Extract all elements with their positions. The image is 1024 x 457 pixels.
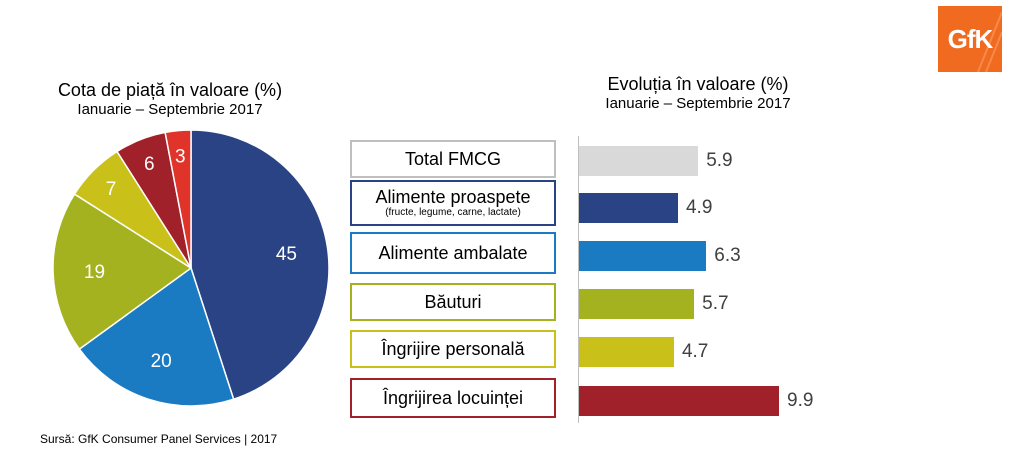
category-box-3: Băuturi bbox=[350, 283, 556, 321]
source-note: Sursă: GfK Consumer Panel Services | 201… bbox=[40, 432, 278, 446]
pie-slice-1 bbox=[78, 266, 235, 407]
bar-value-label-4: 4.7 bbox=[681, 341, 709, 362]
pie-chart: 45 20 19 7 6 3 bbox=[52, 129, 330, 407]
category-box-5: Îngrijirea locuinței bbox=[350, 378, 556, 418]
category-label-4: Îngrijire personală bbox=[381, 339, 525, 359]
category-box-0: Total FMCG bbox=[350, 140, 556, 178]
pie-title-line2: Ianuarie – Septembrie 2017 bbox=[77, 101, 263, 118]
gfk-logo: GfK bbox=[938, 6, 1002, 72]
bar-4 bbox=[579, 337, 674, 367]
bar-title-line1: Evoluția în valoare (%) bbox=[607, 74, 789, 94]
category-box-1: Alimente proaspete (fructe, legume, carne… bbox=[350, 180, 556, 226]
bar-value-label-3: 5.7 bbox=[702, 293, 729, 314]
bar-axis-line bbox=[578, 136, 579, 423]
bar-3 bbox=[579, 289, 695, 319]
bar-value-label-5: 9.9 bbox=[787, 390, 814, 411]
category-sublabel-1: (fructe, legume, carne, lactate) bbox=[385, 207, 521, 218]
category-label-2: Alimente ambalate bbox=[378, 243, 528, 263]
pie-slice-label-4: 6 bbox=[144, 154, 155, 175]
pie-slice-5 bbox=[164, 129, 192, 269]
bar-value-label-2: 6.3 bbox=[714, 245, 741, 266]
category-label-1: Alimente proaspete bbox=[375, 187, 531, 207]
bar-value-label-1: 4.9 bbox=[685, 197, 713, 218]
category-box-2: Alimente ambalate bbox=[350, 232, 556, 274]
logo-stripes-icon bbox=[977, 11, 1002, 72]
pie-chart-title: Cota de piață în valoare (%) Ianuarie – … bbox=[40, 80, 300, 120]
bar-0 bbox=[579, 146, 699, 176]
logo-text: GfK bbox=[947, 23, 994, 54]
pie-slice-label-2: 19 bbox=[84, 262, 105, 283]
pie-slice-label-3: 7 bbox=[106, 179, 117, 200]
category-label-5: Îngrijirea locuinței bbox=[382, 388, 524, 408]
bar-5 bbox=[579, 386, 779, 416]
bar-1 bbox=[579, 193, 678, 223]
pie-slice-label-1: 20 bbox=[151, 351, 172, 372]
pie-slice-0 bbox=[190, 129, 330, 401]
bar-2 bbox=[579, 241, 707, 271]
pie-slice-2 bbox=[52, 193, 193, 351]
category-label-0: Total FMCG bbox=[404, 149, 501, 169]
pie-slice-label-5: 3 bbox=[175, 146, 186, 167]
pie-title-line1: Cota de piață în valoare (%) bbox=[57, 80, 283, 100]
category-label-3: Băuturi bbox=[424, 292, 482, 312]
bar-chart-title: Evoluția în valoare (%) Ianuarie – Septe… bbox=[568, 74, 828, 114]
pie-slice-label-0: 45 bbox=[276, 244, 297, 265]
bar-value-label-0: 5.9 bbox=[706, 150, 733, 171]
bar-title-line2: Ianuarie – Septembrie 2017 bbox=[605, 95, 791, 112]
category-box-4: Îngrijire personală bbox=[350, 330, 556, 368]
